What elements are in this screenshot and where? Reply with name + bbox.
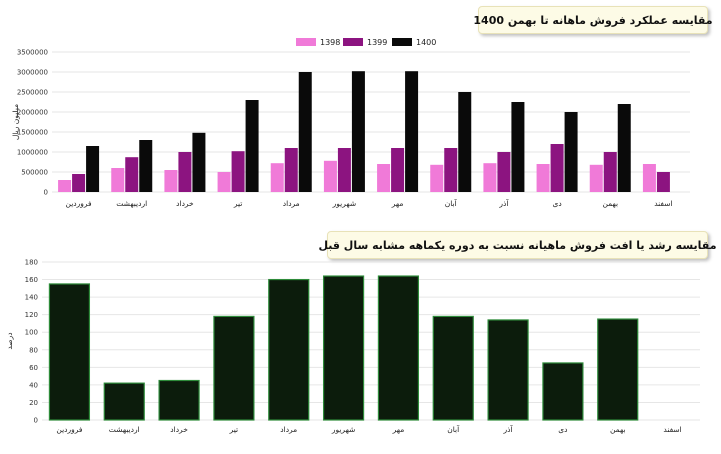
growth-bar: [268, 278, 310, 421]
bar-1400: [617, 104, 631, 192]
y-tick-label: 3000000: [17, 69, 48, 77]
x-category-label: آبان: [445, 198, 458, 208]
legend-label-1399: 1399: [367, 38, 387, 47]
x-category-label: دی: [558, 425, 567, 434]
bar-1399: [550, 144, 564, 192]
y-tick-label: 1500000: [17, 129, 48, 137]
bar-1398: [589, 164, 603, 192]
x-category-label: دی: [552, 199, 561, 208]
y-tick-label: 40: [29, 381, 38, 389]
bar-1399: [603, 152, 617, 192]
bar-1400: [139, 140, 153, 192]
x-category-label: بهمن: [610, 425, 626, 434]
x-category-label: اسفند: [663, 425, 681, 434]
bar-1400: [192, 132, 206, 192]
x-category-label: اردیبهشت: [116, 199, 147, 208]
x-category-label: خرداد: [176, 199, 194, 208]
bar-1399: [444, 148, 458, 192]
x-category-label: فروردین: [66, 199, 93, 208]
x-category-label: تیر: [233, 199, 243, 208]
growth-bar: [158, 379, 200, 421]
bar-1398: [270, 163, 284, 192]
bar-1398: [111, 168, 125, 192]
bar-1399: [72, 174, 86, 192]
y-axis-label: درصد: [5, 332, 14, 349]
x-category-label: شهریور: [331, 425, 355, 434]
y-tick-label: 180: [25, 259, 38, 267]
y-tick-label: 0: [34, 417, 38, 425]
bar-1398: [323, 160, 337, 192]
y-tick-label: 2500000: [17, 89, 48, 97]
monthly-chart-title: مقایسه عملکرد فروش ماهانه تا بهمن 1400: [473, 6, 713, 34]
x-category-label: شهریور: [332, 199, 356, 208]
bar-1399: [284, 148, 298, 192]
legend-label-1398: 1398: [320, 38, 340, 47]
x-category-label: تیر: [229, 425, 239, 434]
bar-1399: [125, 157, 139, 192]
bar-1398: [642, 164, 656, 192]
y-tick-label: 0: [44, 189, 48, 197]
bar-1398: [58, 180, 72, 192]
x-category-label: مهر: [391, 199, 404, 208]
x-category-label: مهر: [392, 425, 405, 434]
bar-1398: [483, 163, 497, 192]
growth-bar: [213, 315, 255, 421]
bar-1399: [178, 152, 192, 192]
bar-1400: [86, 146, 100, 192]
x-category-label: فروردین: [56, 425, 83, 434]
growth-chart-title: مقایسه رشد یا افت فروش ماهیانه نسبت به د…: [318, 231, 717, 259]
bar-1400: [405, 71, 419, 192]
growth-bar: [377, 275, 420, 421]
bar-1399: [391, 148, 405, 192]
growth-bar: [597, 318, 639, 421]
bar-1398: [217, 172, 231, 192]
bar-1398: [536, 164, 550, 192]
y-tick-label: 100: [25, 329, 38, 337]
y-tick-label: 2000000: [17, 109, 48, 117]
x-category-label: خرداد: [170, 425, 188, 434]
bar-1400: [298, 72, 312, 192]
bar-1399: [231, 151, 245, 192]
y-tick-label: 160: [25, 276, 38, 284]
growth-bar: [432, 315, 474, 421]
y-tick-label: 3500000: [17, 49, 48, 57]
y-axis-label: میلیون ریال: [11, 104, 20, 140]
bar-1399: [656, 172, 670, 192]
x-category-label: اسفند: [654, 199, 672, 208]
legend-label-1400: 1400: [416, 38, 436, 47]
x-category-label: بهمن: [602, 199, 618, 208]
x-category-label: آبان: [447, 424, 460, 434]
bar-1398: [164, 170, 178, 192]
bar-1400: [511, 102, 525, 192]
y-tick-label: 1000000: [17, 149, 48, 157]
bar-1399: [337, 148, 351, 192]
bar-1400: [564, 112, 578, 192]
y-tick-label: 120: [25, 311, 38, 319]
x-category-label: مرداد: [283, 199, 300, 208]
bar-1400: [351, 71, 365, 192]
legend-swatch-1398: [296, 38, 316, 46]
growth-bar: [322, 275, 365, 421]
bar-1398: [430, 164, 444, 192]
y-tick-label: 80: [29, 346, 38, 354]
x-category-label: آذر: [503, 424, 514, 434]
bar-1400: [458, 92, 472, 192]
x-category-label: مرداد: [280, 425, 297, 434]
y-tick-label: 500000: [21, 169, 48, 177]
legend-swatch-1400: [392, 38, 412, 46]
growth-bar: [487, 319, 529, 421]
growth-bar: [542, 362, 584, 421]
y-tick-label: 140: [25, 294, 38, 302]
y-tick-label: 20: [29, 399, 38, 407]
y-tick-label: 60: [29, 364, 38, 372]
bar-1398: [377, 164, 391, 192]
x-category-label: اردیبهشت: [109, 425, 140, 434]
growth-bar: [48, 283, 91, 421]
bar-1400: [245, 100, 259, 192]
x-category-label: آذر: [498, 198, 509, 208]
bar-1399: [497, 152, 511, 192]
legend-swatch-1399: [343, 38, 363, 46]
growth-bar: [103, 382, 145, 421]
